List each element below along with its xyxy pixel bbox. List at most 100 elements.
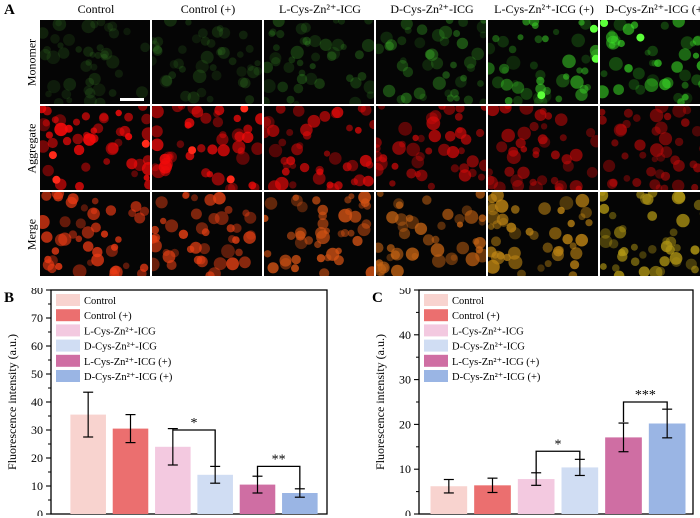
- cell-blob: [479, 159, 486, 172]
- cell-blob: [119, 125, 131, 137]
- cell-blob: [40, 118, 51, 132]
- cell-blob: [453, 30, 461, 37]
- cell-blob: [184, 118, 195, 128]
- cell-blob: [632, 178, 642, 187]
- cell-blob: [331, 38, 345, 52]
- cell-blob: [623, 175, 631, 182]
- y-tick-label: 30: [399, 373, 411, 387]
- legend-swatch: [56, 370, 80, 382]
- cell-blob: [42, 106, 52, 116]
- cell-blob: [622, 23, 635, 35]
- cell-blob: [682, 93, 689, 101]
- legend-swatch: [424, 309, 448, 322]
- legend-swatch: [56, 354, 80, 367]
- cell-blob: [553, 246, 564, 257]
- cell-blob: [296, 59, 304, 67]
- cell-blob: [389, 180, 396, 187]
- cell-blob: [376, 137, 382, 148]
- cell-blob: [47, 80, 61, 94]
- cell-blob: [500, 78, 513, 91]
- cell-blob: [600, 263, 607, 270]
- bright-spot: [591, 54, 598, 63]
- cell-blob: [490, 192, 504, 202]
- cell-blob: [563, 73, 570, 80]
- cell-blob: [276, 30, 285, 39]
- cell-blob: [293, 100, 300, 104]
- cell-blob: [90, 63, 98, 71]
- cell-blob: [128, 209, 137, 218]
- cell-blob: [466, 155, 479, 168]
- cell-blob: [105, 142, 119, 156]
- cell-blob: [201, 168, 211, 178]
- cell-blob: [350, 77, 362, 89]
- y-tick-label: 30: [31, 423, 43, 437]
- cell-blob: [50, 34, 60, 44]
- cell-blob: [219, 131, 227, 139]
- cell-blob: [609, 57, 623, 71]
- bright-spot: [188, 146, 197, 155]
- cell-blob: [438, 106, 446, 110]
- cell-blob: [550, 176, 559, 185]
- cell-blob: [72, 133, 84, 145]
- cell-blob: [427, 182, 435, 190]
- cell-blob: [673, 159, 685, 172]
- bright-spot: [52, 175, 61, 184]
- cell-blob: [73, 144, 85, 156]
- cell-blob: [555, 186, 563, 190]
- image-row-title: Aggregate: [24, 123, 39, 174]
- cell-blob: [400, 92, 412, 104]
- cell-blob: [542, 35, 549, 43]
- cell-blob: [268, 143, 283, 158]
- cell-blob: [214, 106, 225, 116]
- cell-blob: [450, 61, 457, 69]
- cell-blob: [508, 246, 521, 260]
- cell-blob: [88, 72, 101, 86]
- legend-swatch: [424, 370, 448, 382]
- cell-blob: [292, 106, 305, 117]
- cell-blob: [315, 227, 327, 239]
- cell-blob: [245, 95, 255, 104]
- cell-blob: [504, 97, 513, 104]
- cell-blob: [603, 159, 616, 172]
- cell-blob: [693, 163, 700, 173]
- cell-blob: [357, 106, 366, 113]
- cell-blob: [319, 111, 331, 122]
- cell-blob: [228, 182, 238, 190]
- cell-blob: [296, 201, 308, 213]
- cell-blob: [414, 222, 428, 235]
- cell-blob: [613, 123, 627, 137]
- cell-blob: [251, 142, 262, 155]
- cell-blob: [692, 52, 700, 59]
- cell-blob: [455, 106, 465, 113]
- cell-blob: [304, 40, 311, 47]
- cell-blob: [673, 244, 681, 252]
- cell-blob: [357, 223, 371, 237]
- cell-blob: [646, 74, 659, 87]
- bright-spot: [589, 24, 598, 33]
- micrograph-tile: [264, 106, 374, 190]
- cell-blob: [216, 133, 229, 146]
- cell-blob: [139, 206, 150, 216]
- cell-blob: [271, 57, 281, 67]
- y-tick-label: 0: [37, 507, 43, 516]
- cell-blob: [324, 254, 332, 262]
- cell-blob: [377, 192, 384, 197]
- cell-blob: [672, 179, 685, 190]
- cell-blob: [291, 143, 303, 156]
- cell-blob: [247, 65, 260, 79]
- cell-blob: [584, 84, 591, 91]
- cell-blob: [529, 178, 537, 186]
- cell-blob: [51, 116, 59, 124]
- cell-blob: [326, 183, 340, 190]
- cell-blob: [298, 69, 306, 77]
- cell-blob: [311, 52, 321, 62]
- cell-blob: [225, 183, 236, 190]
- cell-blob: [196, 87, 207, 98]
- cell-blob: [94, 97, 106, 104]
- cell-blob: [445, 252, 458, 266]
- cell-blob: [600, 203, 610, 214]
- cell-blob: [178, 45, 187, 54]
- cell-blob: [242, 209, 250, 217]
- cell-blob: [235, 248, 243, 257]
- cell-blob: [480, 106, 486, 111]
